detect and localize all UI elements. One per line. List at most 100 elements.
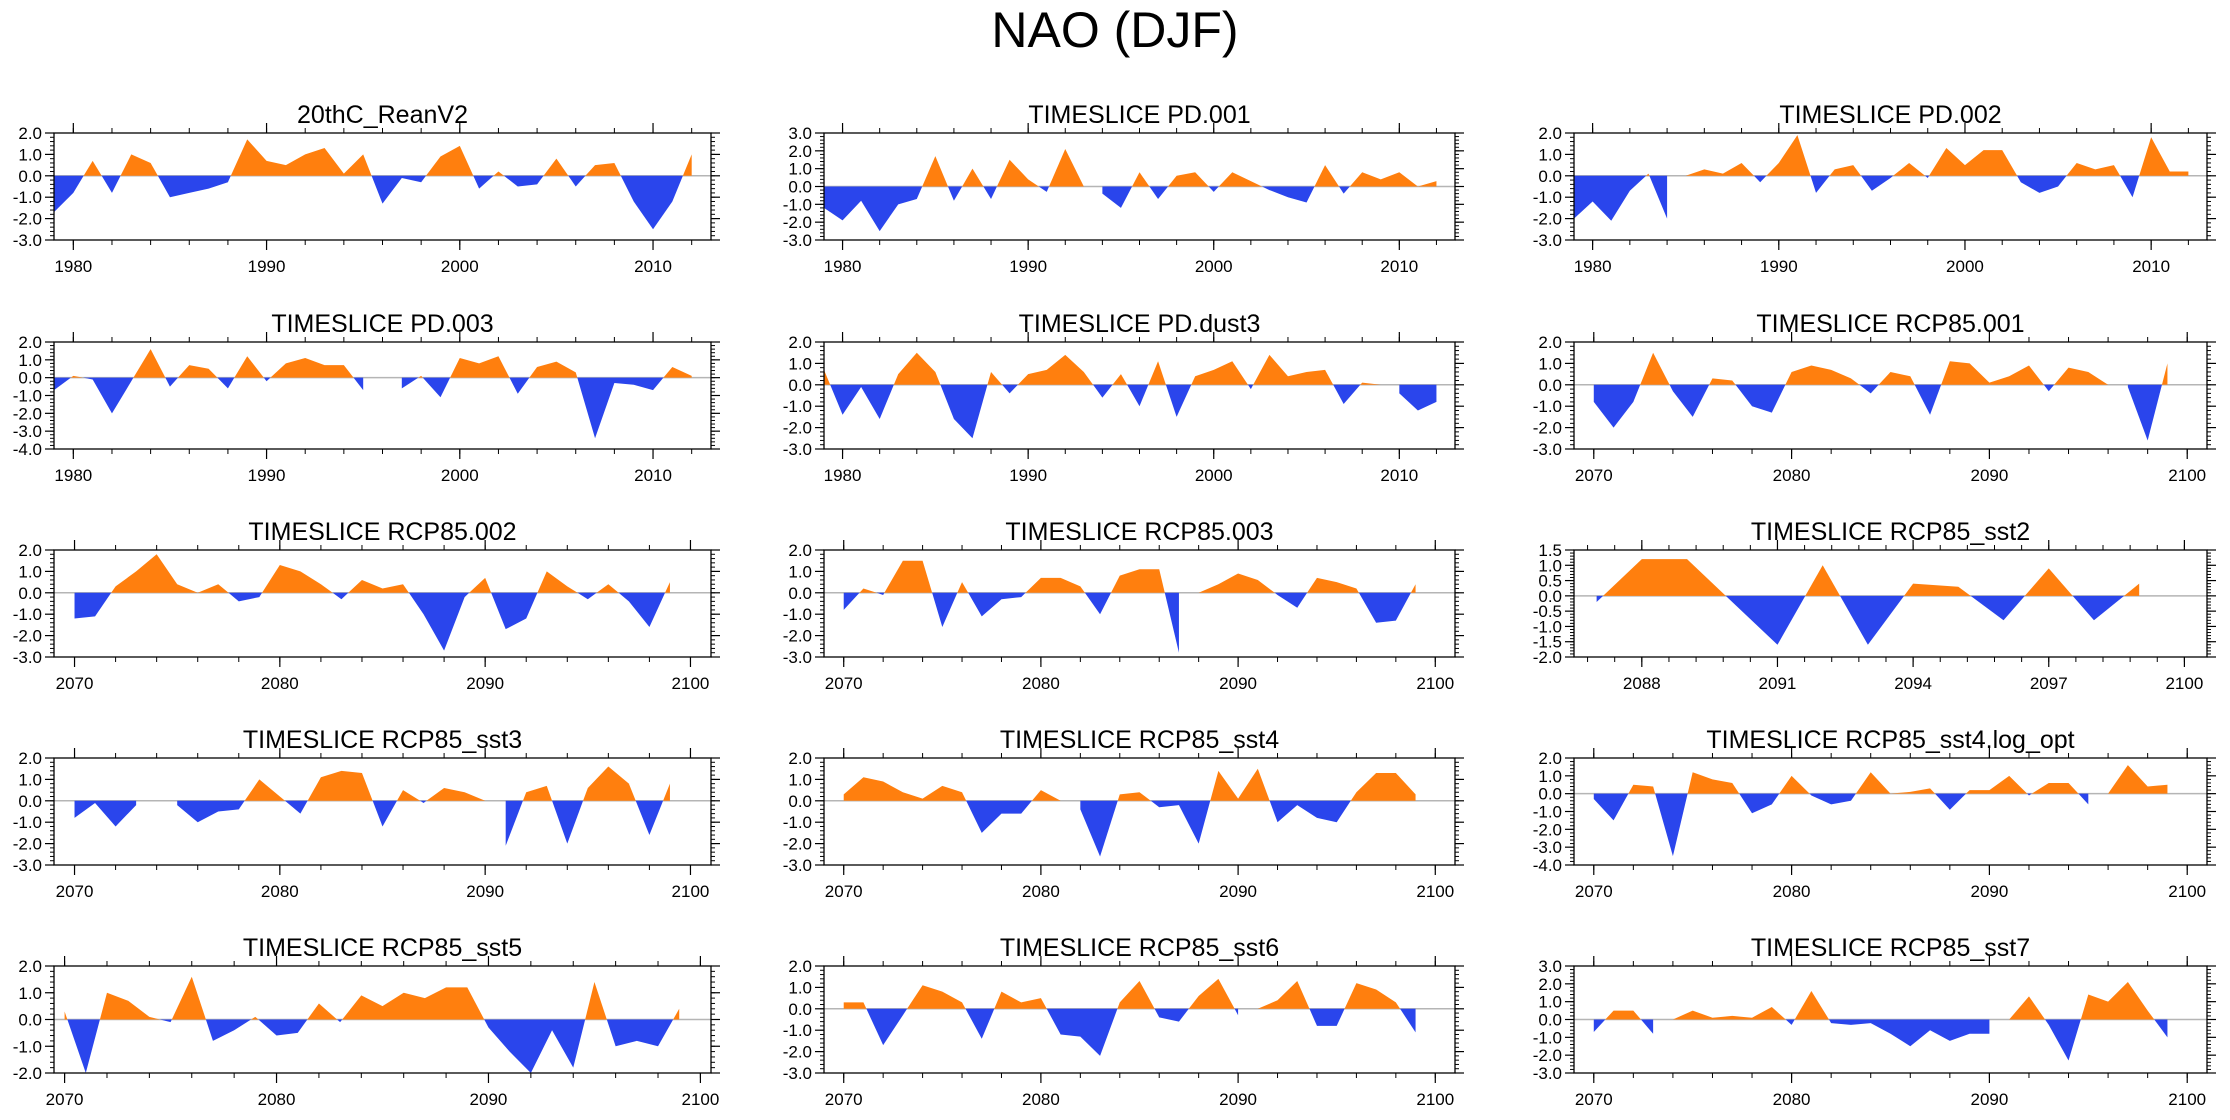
y-tick-label: -1.0	[13, 387, 42, 406]
positive-area	[342, 987, 485, 1020]
x-tick-label: 2080	[1022, 1090, 1060, 1109]
positive-area	[2139, 137, 2189, 176]
y-tick-label: 1.0	[1538, 767, 1562, 786]
negative-area	[1753, 175, 1767, 183]
positive-area	[1779, 775, 1810, 794]
positive-area	[843, 777, 967, 801]
negative-area	[54, 175, 84, 213]
panel-title: 20thC_ReanV2	[297, 101, 468, 129]
y-tick-label: 0.0	[1538, 1011, 1562, 1030]
y-tick-label: -0.5	[1533, 602, 1562, 621]
y-tick-label: -1.5	[1533, 633, 1562, 652]
positive-area	[426, 787, 486, 801]
negative-area	[473, 175, 494, 189]
negative-area	[830, 384, 894, 420]
negative-area	[2072, 595, 2125, 621]
y-tick-label: -2.0	[1533, 419, 1562, 438]
negative-area	[568, 175, 586, 187]
positive-area	[177, 365, 218, 378]
y-tick-label: 0.0	[1538, 167, 1562, 186]
y-tick-label: 3.0	[1538, 957, 1562, 976]
negative-area	[1400, 1008, 1416, 1033]
panel-title: TIMESLICE PD.001	[1028, 101, 1250, 129]
positive-area	[907, 985, 966, 1009]
negative-area	[983, 186, 997, 199]
negative-area	[157, 175, 231, 198]
plot-frame	[53, 757, 712, 866]
y-tick-label: 1.0	[18, 562, 42, 581]
y-tick-label: -3.0	[13, 648, 42, 667]
panel-5: TIMESLICE PD.dust3 -3.0 -2.0 -1.0 0.0 1.0 2.0 1…	[783, 310, 1464, 485]
negative-area	[1150, 800, 1211, 844]
panel-4: TIMESLICE PD.003 -4.0-3.0-2.0-1.00.01.02.…	[13, 310, 720, 485]
positive-area	[1148, 361, 1166, 385]
positive-area	[583, 766, 636, 801]
positive-area	[2024, 568, 2073, 596]
y-tick-label: 0.0	[1538, 587, 1562, 606]
panel-title: TIMESLICE RCP85.003	[1005, 518, 1273, 546]
positive-area	[493, 171, 504, 176]
negative-area	[484, 1019, 586, 1073]
y-tick-label: -3.0	[13, 231, 42, 250]
x-tick-label: 1980	[1574, 257, 1612, 276]
y-tick-label: 1.0	[1538, 354, 1562, 373]
positive-area	[262, 564, 333, 593]
positive-area	[307, 1003, 338, 1020]
positive-area	[2066, 162, 2121, 176]
negative-area	[67, 1019, 100, 1073]
y-tick-label: 3.0	[788, 124, 812, 143]
y-tick-label: -1.0	[13, 813, 42, 832]
negative-area	[1649, 175, 1668, 219]
y-tick-label: -2.0	[1533, 648, 1562, 667]
negative-area	[1739, 793, 1780, 814]
negative-area	[965, 1008, 995, 1039]
y-tick-label: 2.0	[788, 749, 812, 768]
panel-title: TIMESLICE RCP85.002	[248, 518, 516, 546]
negative-area	[2127, 384, 2162, 441]
y-tick-label: -1.0	[1533, 397, 1562, 416]
y-tick-label: 1.0	[788, 978, 812, 997]
negative-area	[1861, 175, 1894, 191]
negative-area	[353, 377, 364, 391]
negative-area	[1309, 1008, 1345, 1026]
x-tick-label: 2070	[56, 882, 94, 901]
y-tick-label: -2.0	[1533, 1046, 1562, 1065]
negative-area	[159, 1019, 172, 1023]
y-tick-label: -2.0	[1533, 820, 1562, 839]
negative-area	[1574, 175, 1647, 221]
positive-area	[1672, 1007, 1786, 1020]
y-tick-label: -2.0	[1533, 210, 1562, 229]
negative-area	[1593, 793, 1629, 821]
positive-area	[1188, 978, 1235, 1009]
negative-area	[1810, 175, 1830, 193]
plot-frame	[1573, 549, 2208, 658]
y-tick-label: -1.0	[1533, 188, 1562, 207]
negative-area	[1046, 1008, 1118, 1056]
x-tick-label: 2100	[2168, 882, 2206, 901]
y-tick-label: 0.0	[18, 1011, 42, 1030]
negative-area	[876, 592, 885, 595]
y-tick-label: 2.0	[1538, 975, 1562, 994]
negative-area	[577, 377, 664, 439]
x-tick-label: 2091	[1759, 674, 1797, 693]
positive-area	[450, 356, 510, 378]
y-tick-label: -1.0	[1533, 803, 1562, 822]
y-tick-label: -2.0	[13, 210, 42, 229]
plot-frame	[823, 757, 1456, 866]
positive-area	[1017, 354, 1094, 385]
positive-area	[2009, 996, 2046, 1020]
x-tick-label: 2080	[261, 882, 299, 901]
positive-area	[425, 145, 474, 176]
negative-area	[577, 592, 597, 600]
x-tick-label: 2100	[1416, 882, 1454, 901]
positive-area	[962, 168, 984, 187]
negative-area	[1127, 384, 1149, 407]
x-tick-label: 2088	[1623, 674, 1661, 693]
y-tick-label: 0.0	[1538, 376, 1562, 395]
y-tick-label: 0.0	[18, 167, 42, 186]
negative-area	[1596, 595, 1604, 602]
negative-area	[1234, 1008, 1239, 1016]
y-tick-label: -3.0	[783, 231, 812, 250]
positive-area	[1628, 784, 1656, 794]
